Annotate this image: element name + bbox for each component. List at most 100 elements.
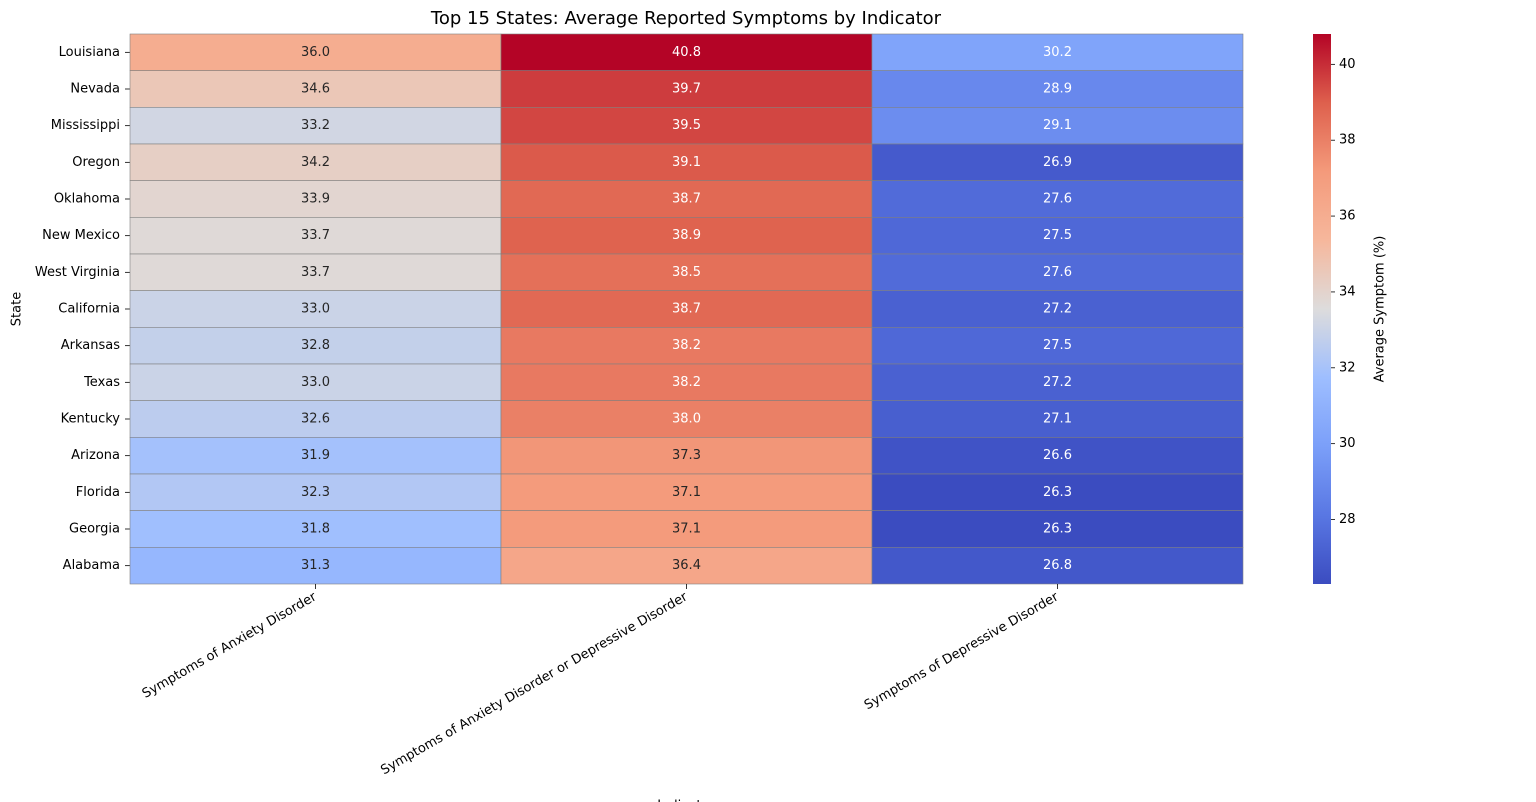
y-tick-label: Kentucky xyxy=(61,412,121,427)
cell-label: 39.1 xyxy=(672,155,701,170)
colorbar xyxy=(1313,34,1331,584)
heatmap-cell xyxy=(871,253,1244,291)
heatmap-cell xyxy=(871,290,1244,328)
cell-label: 33.2 xyxy=(301,118,330,133)
cell-label: 27.1 xyxy=(1043,412,1072,427)
y-tick-label: New Mexico xyxy=(42,228,120,243)
heatmap-cell xyxy=(871,180,1244,218)
cell-label: 29.1 xyxy=(1043,118,1072,133)
cell-label: 32.6 xyxy=(301,412,330,427)
cell-label: 26.8 xyxy=(1043,558,1072,573)
heatmap-cell xyxy=(871,327,1244,365)
cell-label: 33.0 xyxy=(301,375,330,390)
heatmap-cell xyxy=(871,143,1244,181)
colorbar-tick-label: 36 xyxy=(1339,209,1356,224)
cell-label: 36.0 xyxy=(301,45,330,60)
cell-label: 38.7 xyxy=(672,192,701,207)
heatmap-cell xyxy=(500,400,873,438)
cell-label: 34.6 xyxy=(301,82,330,97)
colorbar-tick-label: 40 xyxy=(1339,57,1356,72)
heatmap-cell xyxy=(871,437,1244,475)
heatmap-cell xyxy=(500,143,873,181)
heatmap-cell xyxy=(871,107,1244,145)
colorbar-tick-label: 32 xyxy=(1339,360,1356,375)
heatmap-cell xyxy=(871,363,1244,401)
heatmap-cell xyxy=(500,253,873,291)
y-tick-label: Arizona xyxy=(71,448,120,463)
colorbar-tick-label: 28 xyxy=(1339,512,1356,527)
y-tick-label: West Virginia xyxy=(35,265,120,280)
heatmap-cell xyxy=(129,473,502,511)
cell-label: 26.6 xyxy=(1043,448,1072,463)
cell-label: 27.6 xyxy=(1043,192,1072,207)
cell-label: 38.9 xyxy=(672,228,701,243)
heatmap-cell xyxy=(500,290,873,328)
x-tick-label: Symptoms of Anxiety Disorder xyxy=(140,589,320,702)
x-tick-label: Symptoms of Depressive Disorder xyxy=(862,589,1062,713)
cell-label: 38.7 xyxy=(672,302,701,317)
heatmap-cell xyxy=(129,70,502,108)
cell-label: 33.0 xyxy=(301,302,330,317)
heatmap-cell xyxy=(871,70,1244,108)
cell-label: 37.1 xyxy=(672,522,701,537)
heatmap-cell xyxy=(129,400,502,438)
cell-label: 26.3 xyxy=(1043,522,1072,537)
heatmap-cell xyxy=(500,33,873,71)
colorbar-tick-label: 30 xyxy=(1339,436,1356,451)
cell-label: 33.7 xyxy=(301,228,330,243)
cell-label: 31.3 xyxy=(301,558,330,573)
heatmap-cell xyxy=(129,327,502,365)
cell-label: 38.2 xyxy=(672,338,701,353)
heatmap-cell xyxy=(129,180,502,218)
cell-label: 38.2 xyxy=(672,375,701,390)
cell-label: 33.9 xyxy=(301,192,330,207)
cell-label: 37.1 xyxy=(672,485,701,500)
colorbar-tick-label: 34 xyxy=(1339,284,1356,299)
cell-label: 40.8 xyxy=(672,45,701,60)
cell-label: 26.3 xyxy=(1043,485,1072,500)
y-tick-label: Mississippi xyxy=(51,118,120,133)
y-tick-label: Nevada xyxy=(70,82,120,97)
cell-label: 32.8 xyxy=(301,338,330,353)
cell-label: 37.3 xyxy=(672,448,701,463)
heatmap-cell xyxy=(500,107,873,145)
y-tick-label: Oregon xyxy=(72,155,120,170)
heatmap-cell xyxy=(871,547,1244,585)
cell-label: 31.8 xyxy=(301,522,330,537)
cell-label: 38.0 xyxy=(672,412,701,427)
y-tick-label: California xyxy=(58,302,120,317)
heatmap-cell xyxy=(500,510,873,548)
colorbar-tick-label: 38 xyxy=(1339,133,1356,148)
cell-label: 39.7 xyxy=(672,82,701,97)
cell-label: 28.9 xyxy=(1043,82,1072,97)
cell-label: 27.6 xyxy=(1043,265,1072,280)
cell-label: 26.9 xyxy=(1043,155,1072,170)
heatmap-cell xyxy=(129,547,502,585)
y-tick-label: Oklahoma xyxy=(54,192,120,207)
cell-label: 27.2 xyxy=(1043,302,1072,317)
y-tick-label: Louisiana xyxy=(59,45,120,60)
cell-label: 27.2 xyxy=(1043,375,1072,390)
cell-label: 36.4 xyxy=(672,558,701,573)
heatmap-cell xyxy=(500,327,873,365)
chart-title: Top 15 States: Average Reported Symptoms… xyxy=(430,8,942,29)
heatmap-cell xyxy=(871,400,1244,438)
y-tick-label: Alabama xyxy=(63,558,120,573)
cell-label: 30.2 xyxy=(1043,45,1072,60)
heatmap-cell xyxy=(129,363,502,401)
cell-label: 31.9 xyxy=(301,448,330,463)
heatmap-cell xyxy=(500,437,873,475)
heatmap-cell xyxy=(129,143,502,181)
cell-label: 33.7 xyxy=(301,265,330,280)
cell-label: 32.3 xyxy=(301,485,330,500)
y-tick-label: Georgia xyxy=(69,522,120,537)
heatmap-cell xyxy=(500,180,873,218)
cell-label: 27.5 xyxy=(1043,338,1072,353)
cell-label: 34.2 xyxy=(301,155,330,170)
cell-label: 39.5 xyxy=(672,118,701,133)
y-tick-label: Florida xyxy=(76,485,120,500)
heatmap-cell xyxy=(129,107,502,145)
heatmap-cell xyxy=(871,217,1244,255)
heatmap-cell xyxy=(129,253,502,291)
